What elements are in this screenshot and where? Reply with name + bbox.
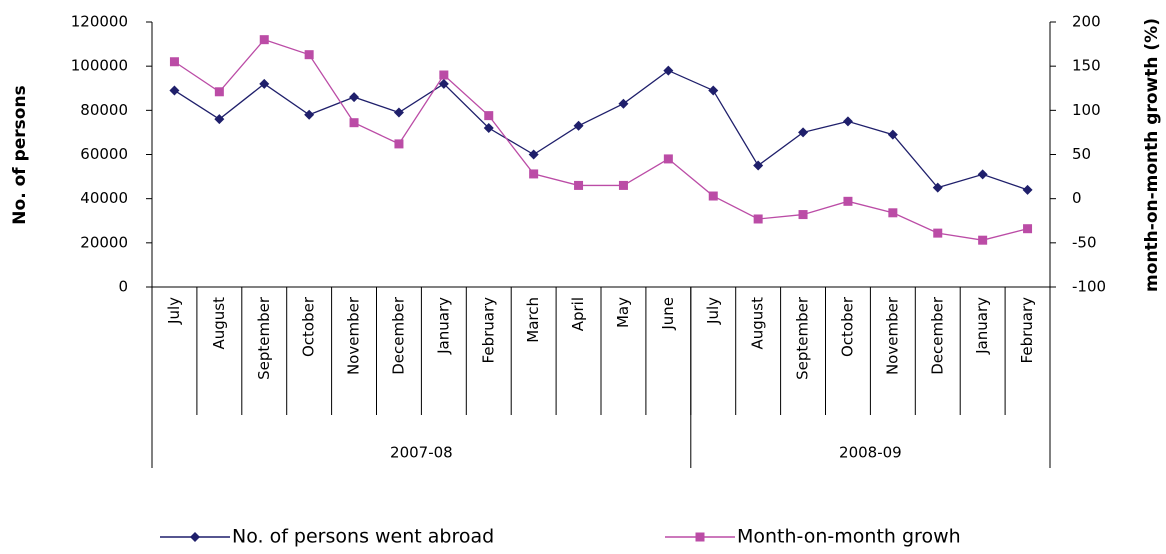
series-line <box>174 69 1028 191</box>
x-tick-label: October <box>838 296 856 357</box>
y-tick-label: 80000 <box>80 101 128 119</box>
legend-marker <box>190 532 200 542</box>
data-point <box>798 210 808 220</box>
data-point <box>842 116 853 127</box>
y-axis-label: No. of persons <box>10 85 30 224</box>
data-point <box>304 50 314 60</box>
data-point <box>753 160 764 171</box>
x-tick-label: January <box>973 297 991 355</box>
y2-tick-label: -50 <box>1072 233 1097 251</box>
series-line <box>174 38 1028 241</box>
x-tick-label: September <box>794 296 812 380</box>
x-tick-label: July <box>165 297 183 325</box>
data-point <box>663 65 674 76</box>
legend-label: Month-on-month growh <box>737 526 961 548</box>
data-point <box>933 228 943 238</box>
x-tick-label: July <box>704 297 722 325</box>
y2-tick-label: 100 <box>1072 101 1101 119</box>
x-tick-label: December <box>928 296 946 375</box>
y2-tick-label: 200 <box>1072 13 1101 31</box>
y-tick-label: 0 <box>118 278 128 296</box>
data-point <box>349 92 360 103</box>
group-label: 2008-09 <box>839 444 902 462</box>
data-point <box>843 196 853 206</box>
y2-tick-label: 0 <box>1072 189 1082 207</box>
y-tick-label: 60000 <box>80 145 128 163</box>
x-tick-label: June <box>659 297 677 331</box>
y2-tick-label: 50 <box>1072 145 1091 163</box>
data-point <box>798 127 809 138</box>
data-point <box>214 87 224 97</box>
data-point <box>618 180 628 190</box>
data-point <box>1023 224 1033 234</box>
data-point <box>259 35 269 45</box>
data-point <box>394 139 404 149</box>
group-label: 2007-08 <box>390 444 453 462</box>
data-point <box>1022 184 1033 195</box>
data-point <box>574 180 584 190</box>
data-point <box>888 208 898 218</box>
y2-axis-label: month-on-month growth (%) <box>1142 18 1162 292</box>
y2-tick-label: 150 <box>1072 57 1101 75</box>
x-tick-label: February <box>479 297 497 364</box>
x-tick-label: February <box>1018 297 1036 364</box>
x-tick-label: September <box>255 296 273 380</box>
data-point <box>573 120 584 131</box>
data-point <box>349 118 359 128</box>
x-tick-label: April <box>569 297 587 331</box>
data-point <box>393 107 404 118</box>
data-point <box>932 182 943 193</box>
legend-label: No. of persons went abroad <box>232 526 494 548</box>
data-point <box>529 169 539 179</box>
x-tick-label: August <box>210 297 228 350</box>
x-tick-label: August <box>749 297 767 350</box>
data-point <box>169 57 179 67</box>
data-point <box>438 78 449 89</box>
data-point <box>214 114 225 125</box>
x-tick-label: March <box>524 297 542 343</box>
data-point <box>484 111 494 121</box>
x-tick-label: November <box>883 296 901 375</box>
data-point <box>977 169 988 180</box>
legend-marker <box>695 532 705 542</box>
data-point <box>169 85 180 96</box>
data-point <box>663 154 673 164</box>
x-tick-label: May <box>614 297 632 328</box>
data-point <box>259 78 270 89</box>
data-point <box>528 149 539 160</box>
data-point <box>753 214 763 224</box>
x-tick-label: December <box>389 296 407 375</box>
data-point <box>708 191 718 201</box>
x-tick-label: November <box>345 296 363 375</box>
data-point <box>618 98 629 109</box>
data-point <box>978 235 988 245</box>
data-point <box>439 70 449 80</box>
y-tick-label: 40000 <box>80 189 128 207</box>
x-tick-label: January <box>434 297 452 355</box>
data-point <box>887 129 898 140</box>
data-point <box>304 109 315 120</box>
y-tick-label: 120000 <box>71 13 128 31</box>
data-point <box>483 123 494 133</box>
data-point <box>708 85 719 96</box>
x-tick-label: October <box>300 296 318 357</box>
y-tick-label: 20000 <box>80 233 128 251</box>
y-tick-label: 100000 <box>71 57 128 75</box>
y2-tick-label: -100 <box>1072 278 1106 296</box>
